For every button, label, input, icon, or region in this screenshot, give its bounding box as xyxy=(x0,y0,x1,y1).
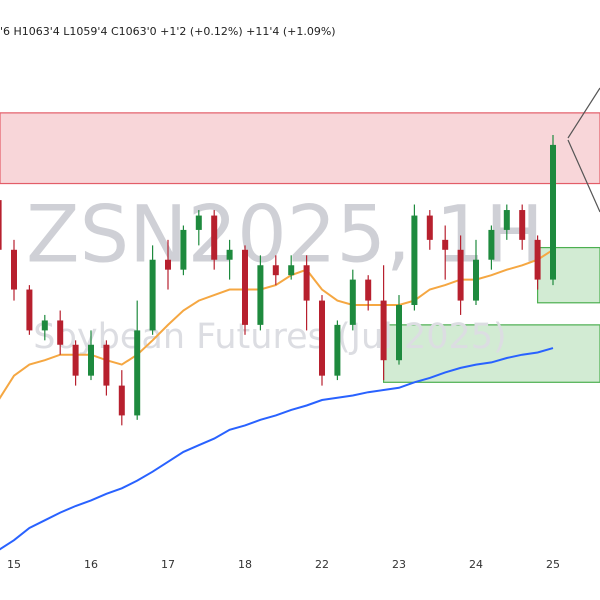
candle-body xyxy=(411,215,418,305)
candle-body xyxy=(534,239,541,280)
x-tick-label: 25 xyxy=(546,558,560,571)
candle-body xyxy=(442,239,449,250)
candle-body xyxy=(473,259,479,301)
candle-body xyxy=(149,259,156,331)
zone xyxy=(536,246,600,304)
watermark-subtitle: Soybean Futures (Jul 2025) xyxy=(33,317,506,357)
trend-line xyxy=(567,139,600,213)
candle-body xyxy=(426,215,433,240)
x-tick-label: 17 xyxy=(161,558,175,571)
time-axis: 15 16 17 18 22 23 24 25 xyxy=(7,558,560,571)
ohlc-header: '6 H1063'4 L1059'4 C1063'0 +1'2 (+0.12%)… xyxy=(0,25,336,38)
watermark: ZSN2025, 1H xyxy=(26,190,544,280)
x-tick-label: 15 xyxy=(7,558,21,571)
candle-body xyxy=(26,289,33,331)
candle-body xyxy=(288,265,295,276)
candle-body xyxy=(319,300,325,376)
candle-body xyxy=(257,265,264,325)
candle-body xyxy=(519,210,526,240)
candle-body xyxy=(0,200,2,250)
candle-body xyxy=(195,215,202,230)
candle-body xyxy=(303,265,310,301)
candle-body xyxy=(457,249,464,301)
candle-body xyxy=(211,215,218,260)
candle-body xyxy=(242,249,248,325)
candle-body xyxy=(72,344,79,376)
zone xyxy=(0,112,600,185)
candle-body xyxy=(57,320,64,345)
candle-body xyxy=(396,305,402,361)
candle-body xyxy=(334,324,341,376)
candle-body xyxy=(11,249,17,290)
candle-body xyxy=(118,385,125,416)
candle-body xyxy=(380,300,387,361)
candle-body xyxy=(134,330,141,416)
x-tick-label: 16 xyxy=(84,558,98,571)
trend-line xyxy=(567,87,600,139)
candle-body xyxy=(180,229,187,270)
candle-body xyxy=(488,229,495,260)
candle-body xyxy=(165,259,171,270)
candle-body xyxy=(349,279,356,325)
candle-body xyxy=(365,279,372,301)
moving-average xyxy=(0,347,554,551)
candle-body xyxy=(41,320,48,331)
candle-body xyxy=(88,344,94,376)
candles xyxy=(0,134,556,426)
candle-body xyxy=(103,344,110,386)
x-tick-label: 18 xyxy=(238,558,252,571)
candle-body xyxy=(272,265,279,276)
candle-body xyxy=(550,144,556,280)
x-tick-label: 23 xyxy=(392,558,406,571)
candle-body xyxy=(226,249,233,260)
candle-body xyxy=(503,210,510,230)
x-tick-label: 22 xyxy=(315,558,329,571)
x-tick-label: 24 xyxy=(469,558,483,571)
